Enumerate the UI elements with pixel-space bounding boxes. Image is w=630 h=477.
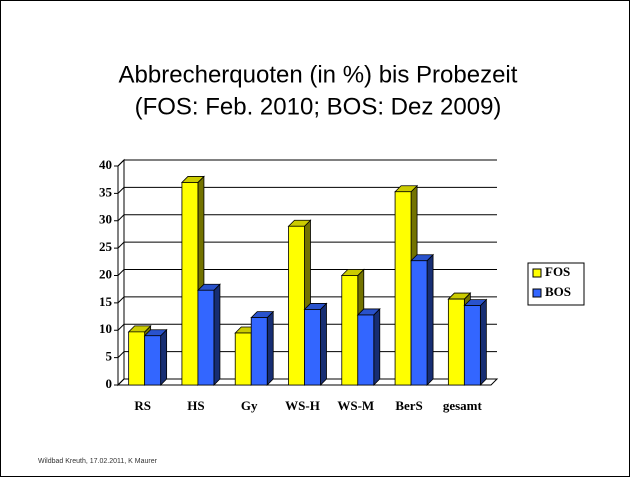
bar-side — [479, 298, 487, 386]
bar — [143, 328, 168, 386]
bar-side — [266, 310, 274, 386]
grid-line — [117, 214, 125, 222]
x-tick-label: WS-M — [337, 398, 374, 413]
legend-swatch — [532, 268, 542, 278]
bar-front — [341, 275, 359, 386]
y-tick-label: 0 — [106, 376, 113, 391]
y-tick-label: 10 — [99, 321, 112, 336]
bar-side — [213, 283, 221, 386]
grid-line — [117, 378, 125, 386]
legend-label: BOS — [545, 284, 571, 299]
bar-front — [447, 298, 465, 386]
x-tick-label: BerS — [395, 398, 422, 413]
x-tick-label: Gy — [241, 398, 258, 413]
bar — [410, 253, 435, 386]
chart-subtitle: (FOS: Feb. 2010; BOS: Dez 2009) — [135, 93, 502, 120]
grid-line — [117, 296, 125, 304]
bar-front — [394, 191, 412, 386]
y-tick-label: 40 — [99, 157, 112, 172]
x-tick-label: RS — [134, 398, 151, 413]
bar-front — [128, 331, 146, 386]
x-tick-label: HS — [187, 398, 204, 413]
bar-front — [463, 305, 481, 386]
bar-side — [320, 302, 327, 386]
grid-line — [117, 351, 125, 358]
bar-side — [160, 328, 168, 386]
bar-side — [426, 253, 434, 386]
bar — [250, 310, 275, 386]
bar-front — [357, 314, 375, 386]
x-tick-label: gesamt — [443, 398, 483, 413]
y-tick-label: 5 — [106, 349, 113, 364]
y-tick-label: 35 — [99, 184, 113, 199]
bar — [463, 298, 488, 386]
bar — [196, 283, 221, 386]
y-tick-label: 25 — [99, 239, 113, 254]
footer: Wildbad Kreuth, 17.02.2011, K Maurer — [38, 458, 158, 465]
bar-side — [373, 307, 381, 386]
grid-line — [117, 323, 125, 331]
bar-front — [197, 289, 215, 386]
bar-front — [410, 260, 428, 386]
bar-front — [181, 182, 199, 386]
y-tick-label: 20 — [99, 266, 112, 281]
grid-line — [117, 159, 125, 167]
grid-line — [117, 187, 125, 194]
legend-label: FOS — [545, 264, 570, 279]
bar-front — [250, 317, 268, 386]
grid-line — [117, 241, 125, 249]
bar — [356, 307, 381, 386]
y-tick-label: 15 — [99, 294, 113, 309]
y-tick-label: 30 — [99, 212, 112, 227]
chart-title: Abbrecherquoten (in %) bis Probezeit — [119, 61, 518, 88]
x-tick-label: WS-H — [285, 398, 320, 413]
bar-front — [234, 332, 252, 386]
bar-front — [304, 309, 321, 386]
bar-front — [288, 225, 305, 386]
bar-front — [144, 335, 162, 386]
bar — [303, 302, 328, 386]
legend-swatch — [532, 288, 542, 298]
grid-line — [117, 269, 125, 276]
